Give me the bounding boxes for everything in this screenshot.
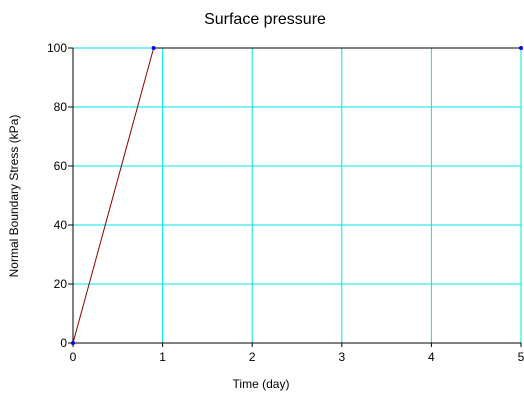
y-tick-label: 40 bbox=[54, 218, 68, 232]
axes bbox=[68, 48, 521, 347]
grid-lines bbox=[73, 48, 521, 343]
x-tick-label: 3 bbox=[338, 350, 345, 364]
data-point bbox=[152, 46, 156, 50]
x-tick-label: 4 bbox=[428, 350, 435, 364]
x-tick-label: 5 bbox=[518, 350, 524, 364]
series-line-segment bbox=[73, 48, 154, 343]
y-tick-label: 0 bbox=[60, 336, 67, 350]
tick-labels: 0 1 2 3 4 5 0 20 40 60 80 100 bbox=[47, 41, 524, 364]
chart-title: Surface pressure bbox=[204, 11, 326, 28]
y-tick-label: 100 bbox=[47, 41, 67, 55]
x-tick-label: 2 bbox=[249, 350, 256, 364]
series-layer bbox=[71, 46, 523, 345]
x-tick-label: 1 bbox=[159, 350, 166, 364]
data-point bbox=[71, 341, 75, 345]
y-tick-label: 60 bbox=[54, 159, 68, 173]
y-axis-label: Normal Boundary Stress (kPa) bbox=[7, 115, 21, 278]
x-tick-label: 0 bbox=[70, 350, 77, 364]
x-axis-label: Time (day) bbox=[233, 377, 290, 391]
y-tick-label: 20 bbox=[54, 277, 68, 291]
data-point bbox=[519, 46, 523, 50]
y-tick-label: 80 bbox=[54, 100, 68, 114]
